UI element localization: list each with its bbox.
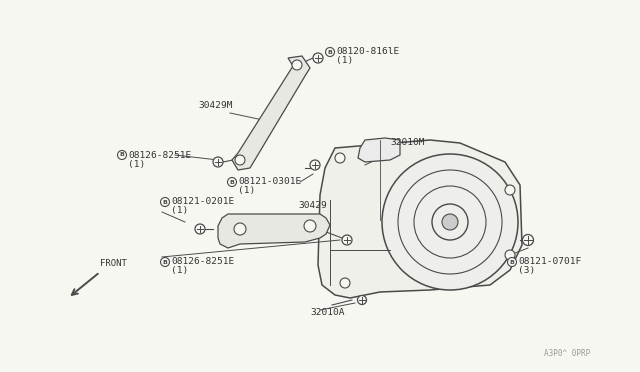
Text: A3P0^ 0PRP: A3P0^ 0PRP: [544, 349, 590, 358]
Text: B: B: [328, 49, 332, 55]
Text: B: B: [230, 180, 234, 185]
Circle shape: [326, 48, 335, 57]
Circle shape: [213, 157, 223, 167]
Text: FRONT: FRONT: [100, 259, 127, 268]
Text: 08121-0201E: 08121-0201E: [171, 198, 234, 206]
Text: (1): (1): [171, 266, 188, 276]
Text: (1): (1): [128, 160, 145, 169]
Text: 08126-8251E: 08126-8251E: [128, 151, 191, 160]
Text: 08121-0701F: 08121-0701F: [518, 257, 581, 266]
Polygon shape: [358, 138, 400, 162]
Circle shape: [195, 224, 205, 234]
Text: 30429M: 30429M: [198, 101, 232, 110]
Text: 08121-0301E: 08121-0301E: [238, 177, 301, 186]
Circle shape: [227, 177, 237, 186]
Text: B: B: [120, 153, 124, 157]
Text: B: B: [163, 199, 168, 205]
Circle shape: [505, 185, 515, 195]
Polygon shape: [232, 56, 310, 170]
Circle shape: [234, 223, 246, 235]
Circle shape: [382, 154, 518, 290]
Text: (1): (1): [336, 57, 353, 65]
Circle shape: [358, 295, 367, 305]
Polygon shape: [218, 214, 330, 248]
Circle shape: [335, 153, 345, 163]
Circle shape: [235, 155, 245, 165]
Text: 08120-816lE: 08120-816lE: [336, 48, 399, 57]
Text: (3): (3): [518, 266, 535, 276]
Circle shape: [522, 234, 534, 246]
Circle shape: [304, 220, 316, 232]
Circle shape: [118, 151, 127, 160]
Circle shape: [313, 53, 323, 63]
Circle shape: [342, 235, 352, 245]
Circle shape: [442, 214, 458, 230]
Circle shape: [161, 257, 170, 266]
Circle shape: [292, 60, 302, 70]
Circle shape: [508, 257, 516, 266]
Text: B: B: [163, 260, 168, 264]
Text: 08126-8251E: 08126-8251E: [171, 257, 234, 266]
Circle shape: [161, 198, 170, 206]
Circle shape: [310, 160, 320, 170]
Text: 32010A: 32010A: [310, 308, 344, 317]
Circle shape: [505, 250, 515, 260]
Text: B: B: [509, 260, 515, 264]
Text: (1): (1): [171, 206, 188, 215]
Polygon shape: [318, 140, 522, 298]
Text: (1): (1): [238, 186, 255, 196]
Text: 30429: 30429: [298, 201, 327, 210]
Circle shape: [340, 278, 350, 288]
Text: 32010M: 32010M: [390, 138, 424, 147]
